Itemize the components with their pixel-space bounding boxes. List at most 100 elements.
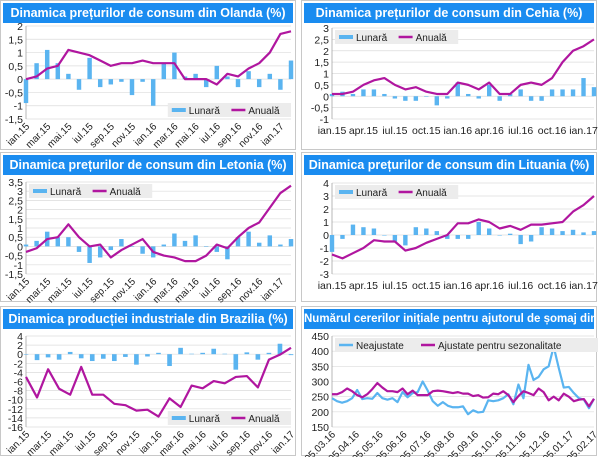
bar	[267, 235, 273, 247]
bar	[445, 235, 450, 239]
bar	[178, 347, 183, 355]
bar	[455, 235, 460, 239]
bar	[172, 233, 177, 247]
bar	[156, 352, 161, 355]
bar	[87, 246, 92, 263]
legend-swatch	[339, 190, 353, 194]
y-tick-label: 0	[323, 230, 329, 242]
x-tick-label: oct.15	[412, 280, 441, 292]
y-tick-label: 4	[323, 178, 329, 190]
bar	[329, 235, 335, 252]
y-tick-label: 300	[311, 377, 329, 389]
y-tick-label: -0,5	[5, 87, 23, 99]
x-tick-label: apr.15	[349, 125, 378, 137]
legend-swatch	[33, 189, 47, 193]
y-tick-label: -1	[14, 260, 23, 272]
chart-panel-olanda: Dinamica prețurilor de consum din Olanda…	[0, 0, 296, 151]
bar	[466, 235, 471, 239]
x-tick-label: apr.16	[475, 125, 504, 137]
x-tick-label: apr.15	[349, 280, 378, 292]
bar	[255, 354, 261, 360]
bar	[246, 71, 251, 80]
bar	[350, 93, 356, 97]
y-tick-label: 0	[17, 241, 23, 253]
bar	[403, 96, 408, 101]
legend-label: Anuală	[416, 188, 448, 199]
bar	[214, 65, 220, 80]
bar	[172, 52, 177, 80]
y-tick-label: -1,5	[5, 269, 23, 281]
x-tick-label: ian.16	[443, 125, 472, 137]
y-tick-label: 1	[17, 48, 23, 60]
bar	[581, 78, 586, 97]
chart-svg: -1-0,500,511,522,53 ian.15 apr.15 iul.15 oct…	[311, 23, 598, 137]
bar	[539, 227, 544, 235]
y-tick-label: -3	[320, 269, 329, 281]
bar	[225, 246, 230, 260]
bar	[382, 235, 387, 236]
bar	[278, 79, 283, 90]
bar	[97, 79, 103, 88]
bar	[424, 228, 429, 235]
legend-label: Ajustate pentru sezonalitate	[438, 341, 562, 352]
series-line	[332, 381, 595, 408]
bar	[350, 224, 356, 235]
y-tick-label: 1,5	[8, 214, 23, 226]
chart-title: Numărul cererilor inițiale pentru ajutor…	[304, 309, 594, 329]
bar	[267, 73, 273, 80]
bar	[413, 96, 419, 101]
legend-label: Lunară	[189, 414, 221, 425]
chart-svg: -16-14-12-10-8-6-4-2024ian.15mar.15mai.1…	[5, 331, 297, 457]
y-tick-label: 1	[17, 223, 23, 235]
legend-label: Lunară	[356, 33, 388, 44]
bar	[445, 96, 450, 99]
bar	[434, 96, 440, 106]
bar	[189, 353, 194, 355]
y-tick-label: -14	[8, 413, 23, 425]
bar	[222, 353, 228, 355]
y-tick-label: -8	[14, 386, 23, 398]
bar	[140, 246, 145, 254]
series-line	[331, 345, 595, 416]
bar	[413, 227, 419, 235]
y-tick-label: -1	[14, 101, 23, 113]
x-tick-label: mai.16	[173, 121, 202, 150]
y-tick-label: -4	[14, 367, 23, 379]
bar	[34, 240, 39, 247]
x-tick-label: nov.15	[110, 121, 139, 150]
x-tick-label: ian.17	[569, 125, 598, 137]
bar	[591, 87, 597, 97]
y-tick-label: 3	[17, 186, 23, 198]
bar	[246, 231, 251, 247]
x-tick-label: ian.17	[270, 429, 297, 456]
x-tick-label: oct.16	[538, 280, 567, 292]
series-line	[25, 184, 292, 263]
bar	[570, 229, 576, 235]
bar	[167, 354, 172, 367]
bar	[560, 89, 565, 97]
y-tick-label: 1,5	[314, 57, 329, 69]
bar	[371, 89, 377, 97]
bar	[134, 354, 139, 365]
series-line	[331, 195, 595, 260]
y-tick-label: 3	[323, 191, 329, 203]
bar	[23, 79, 29, 104]
bar	[340, 235, 345, 239]
chart-svg: -1,5-1-0,500,511,522,533,5ian.15mar.15ma…	[5, 177, 294, 303]
bar	[129, 79, 135, 96]
x-tick-label: ian.17	[259, 121, 286, 148]
bar	[55, 63, 61, 80]
bar	[119, 79, 124, 82]
y-tick-label: 0,5	[8, 61, 23, 73]
x-tick-label: iul.16	[508, 280, 533, 292]
bar	[123, 354, 128, 357]
bar	[277, 343, 283, 355]
bar	[549, 89, 555, 97]
y-tick-label: -0,5	[311, 103, 329, 115]
bar	[476, 222, 481, 235]
bar	[455, 82, 460, 97]
legend-label: Neajustate	[356, 341, 404, 352]
chart-panel-cehia: Dinamica prețurilor de consum din Cehia …	[301, 0, 598, 150]
bar	[108, 246, 114, 251]
bar	[266, 352, 272, 355]
